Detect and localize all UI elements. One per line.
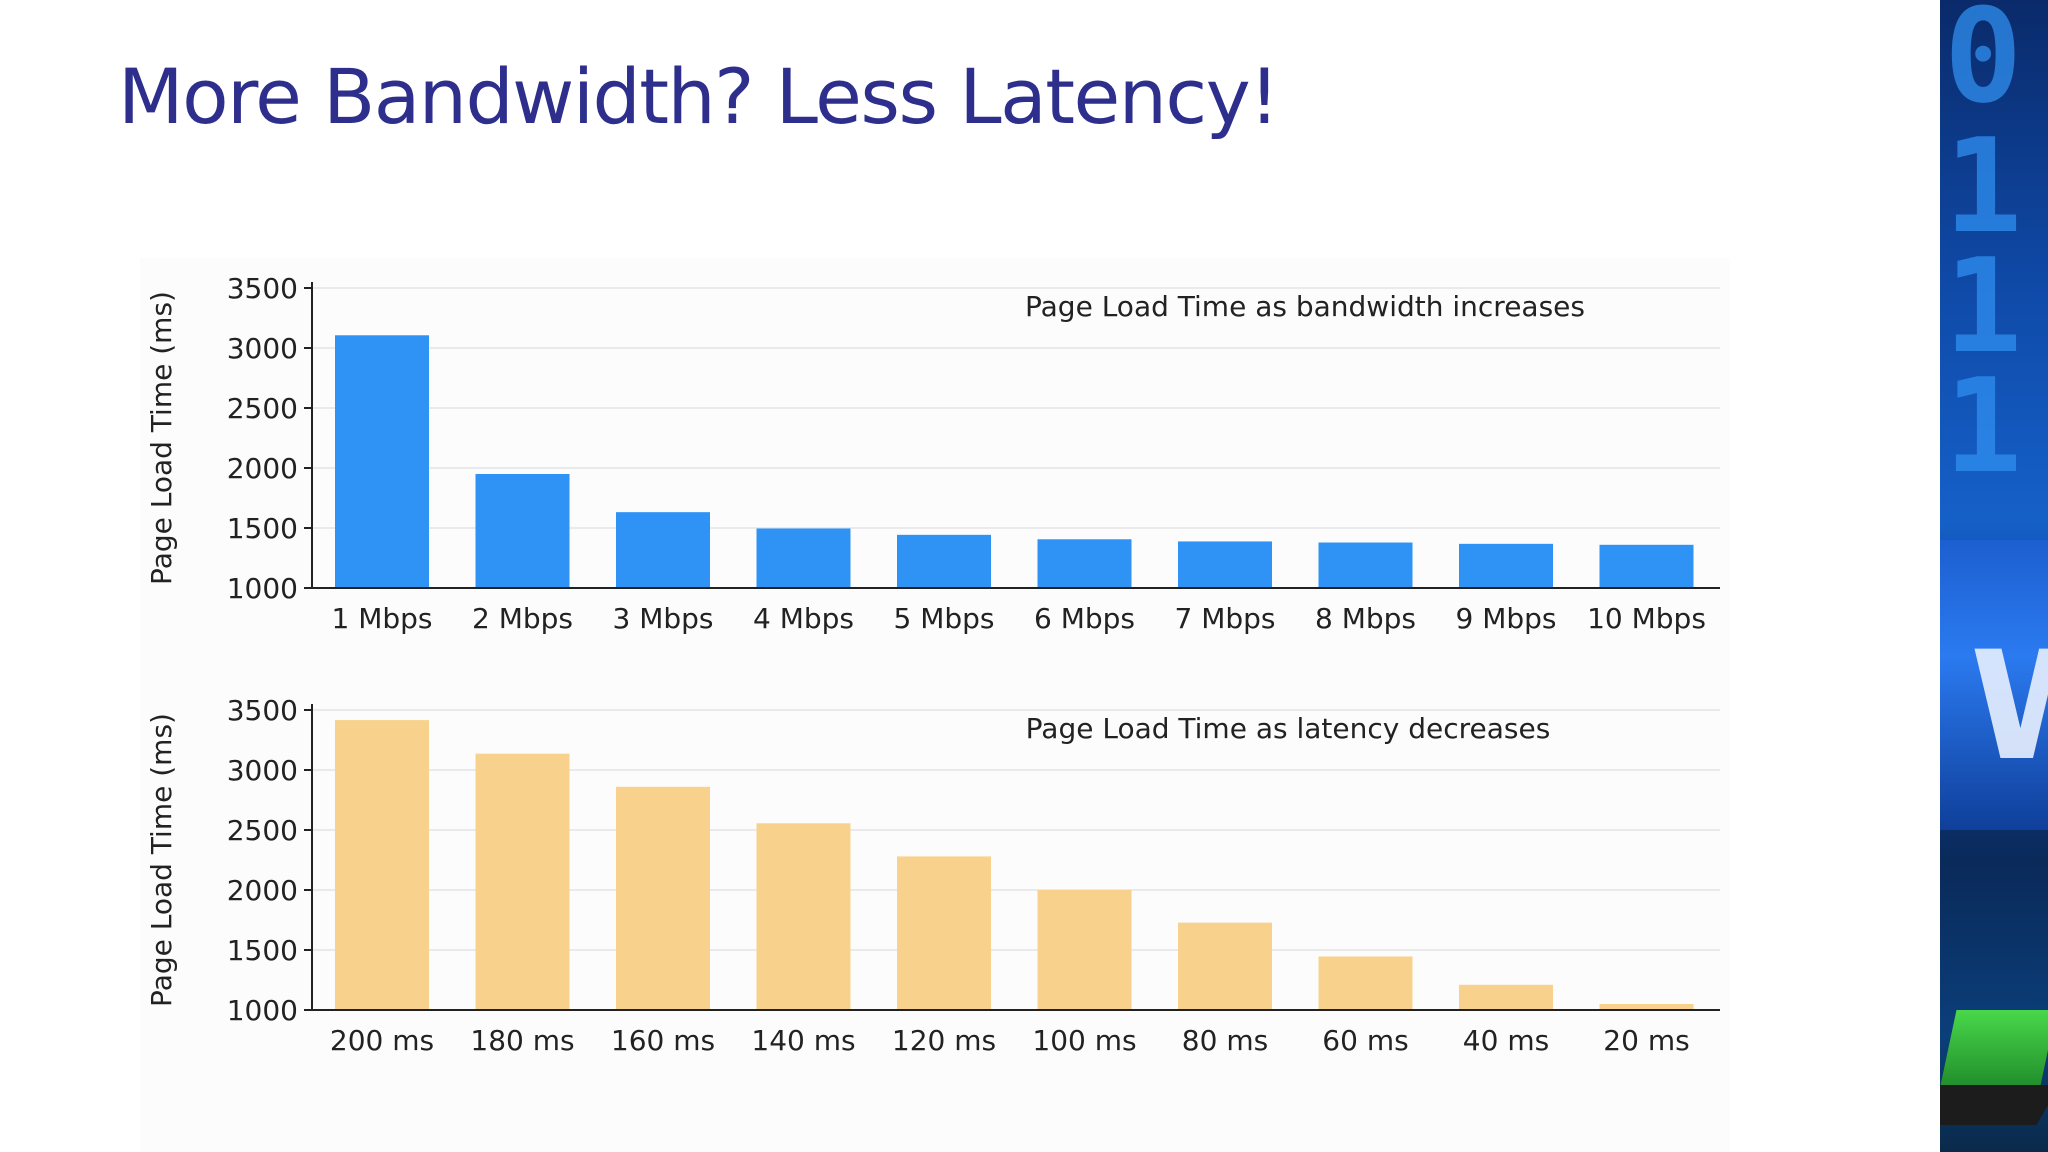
bar	[1318, 956, 1413, 1010]
y-tick-label: 1500	[227, 934, 298, 967]
bar	[475, 474, 570, 588]
decorative-letter: W	[1970, 620, 2048, 794]
bar	[1178, 541, 1272, 588]
bar	[1318, 542, 1413, 588]
y-tick-label: 2000	[227, 452, 298, 485]
chart-title: Page Load Time as latency decreases	[1026, 712, 1551, 745]
charts-svg: 1000 1500 2000 2500 3000 3500 1 Mbps 2 Mbps 3 Mb…	[145, 272, 1720, 1057]
binary-digit: 0	[1944, 0, 2023, 132]
slide-title: More Bandwidth? Less Latency!	[118, 52, 1280, 141]
x-tick-label: 120 ms	[892, 1024, 996, 1057]
bar	[616, 786, 710, 1010]
bar	[1037, 539, 1132, 588]
bar	[756, 528, 851, 588]
x-tick-label: 10 Mbps	[1587, 602, 1706, 635]
binary-digit: 1	[1944, 350, 2023, 502]
y-tick-label: 3500	[227, 272, 298, 305]
binary-digit: 1	[1944, 230, 2023, 382]
y-axis-label: Page Load Time (ms)	[145, 713, 178, 1007]
x-tick-label: 9 Mbps	[1455, 602, 1556, 635]
y-tick-label: 3500	[227, 694, 298, 727]
chart-panel: 1000 1500 2000 2500 3000 3500 1 Mbps 2 Mbps 3 Mb…	[140, 258, 1730, 1152]
x-tick-label: 40 ms	[1463, 1024, 1549, 1057]
bar	[335, 335, 429, 588]
x-tick-label: 5 Mbps	[893, 602, 994, 635]
y-tick-label: 1000	[227, 572, 298, 605]
bar	[616, 512, 710, 588]
x-tick-label: 160 ms	[611, 1024, 715, 1057]
y-tick-label: 2500	[227, 814, 298, 847]
chart-title: Page Load Time as bandwidth increases	[1025, 290, 1585, 323]
bar	[475, 753, 570, 1010]
bar	[1599, 1004, 1694, 1010]
binary-digit: 1	[1944, 110, 2023, 262]
x-tick-label: 2 Mbps	[472, 602, 573, 635]
decorative-band	[1940, 540, 2048, 830]
laptop-base-graphic	[1940, 1085, 2048, 1125]
bar	[335, 720, 429, 1010]
y-axis-label: Page Load Time (ms)	[145, 291, 178, 585]
laptop-screen-graphic	[1940, 1010, 2048, 1090]
x-tick-label: 7 Mbps	[1174, 602, 1275, 635]
y-tick-label: 2500	[227, 392, 298, 425]
bar	[1599, 544, 1694, 588]
bar	[1178, 922, 1272, 1010]
bar	[756, 823, 851, 1010]
x-tick-label: 180 ms	[470, 1024, 574, 1057]
x-tick-label: 80 ms	[1182, 1024, 1268, 1057]
y-tick-label: 1500	[227, 512, 298, 545]
x-tick-label: 200 ms	[330, 1024, 434, 1057]
x-tick-label: 60 ms	[1322, 1024, 1408, 1057]
x-tick-label: 140 ms	[751, 1024, 855, 1057]
x-tick-label: 8 Mbps	[1315, 602, 1416, 635]
y-tick-label: 2000	[227, 874, 298, 907]
decorative-side-image: 0 1 1 1 W	[1940, 0, 2048, 1152]
x-tick-label: 1 Mbps	[331, 602, 432, 635]
bar	[897, 856, 991, 1010]
y-tick-label: 3000	[227, 754, 298, 787]
x-tick-label: 3 Mbps	[612, 602, 713, 635]
x-tick-label: 100 ms	[1032, 1024, 1136, 1057]
x-tick-label: 6 Mbps	[1034, 602, 1135, 635]
y-tick-label: 3000	[227, 332, 298, 365]
bar	[1459, 984, 1553, 1010]
bar	[897, 534, 991, 588]
bar	[1459, 543, 1553, 588]
bar	[1037, 890, 1132, 1010]
y-tick-label: 1000	[227, 994, 298, 1027]
x-tick-label: 4 Mbps	[753, 602, 854, 635]
x-tick-label: 20 ms	[1603, 1024, 1689, 1057]
